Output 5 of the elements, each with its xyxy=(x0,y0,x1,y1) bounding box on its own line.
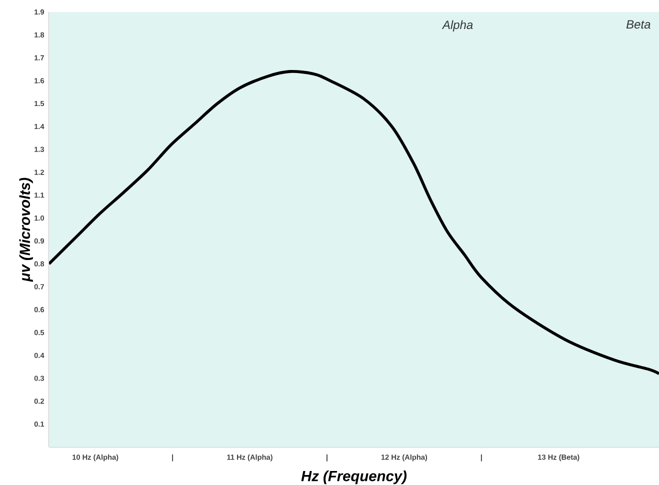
y-axis-title: μv (Microvolts) xyxy=(19,178,33,282)
x-axis-title: Hz (Frequency) xyxy=(301,470,407,484)
line-series xyxy=(49,70,659,376)
band-label: Beta xyxy=(626,20,650,29)
band-label: Alpha xyxy=(442,20,473,32)
